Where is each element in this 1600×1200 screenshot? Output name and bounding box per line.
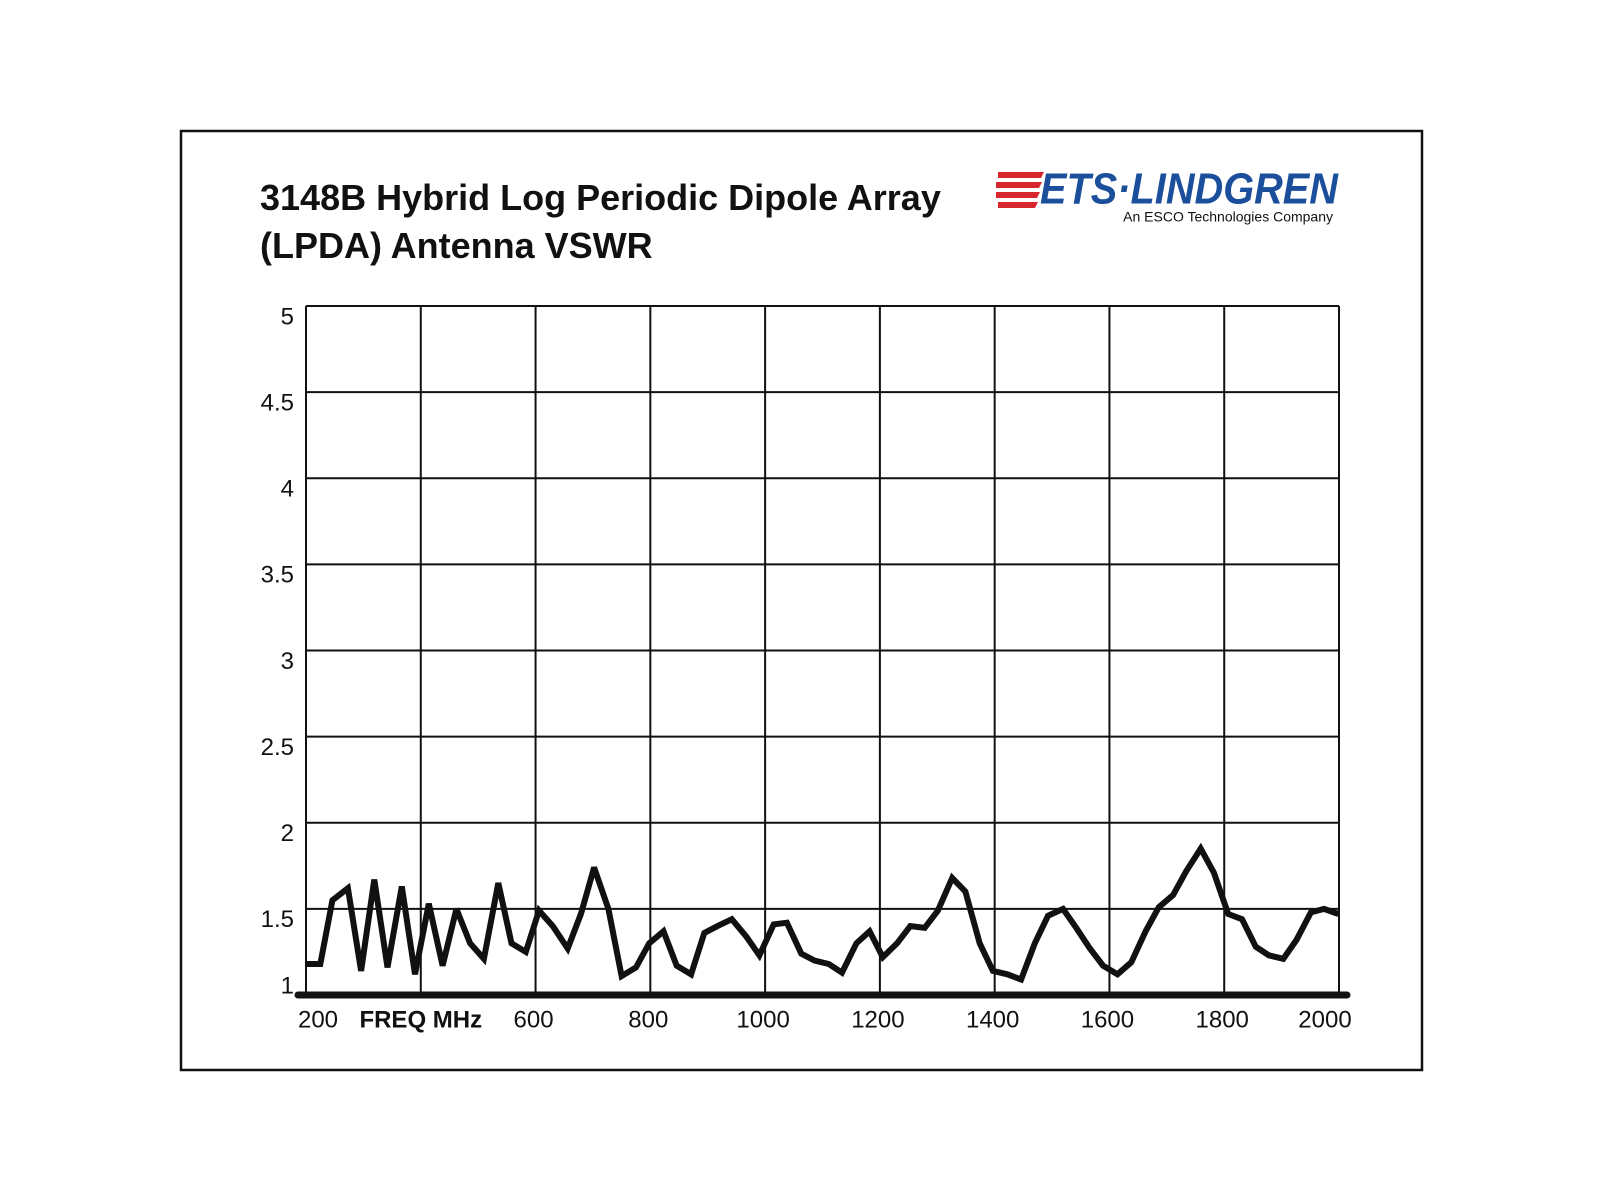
y-tick-label: 4.5 xyxy=(261,389,294,416)
x-tick-label: 1400 xyxy=(966,1006,1019,1033)
x-tick-label: 1800 xyxy=(1196,1006,1249,1033)
vswr-line xyxy=(306,842,1340,984)
y-tick-label: 2.5 xyxy=(261,734,294,761)
y-tick-label: 4 xyxy=(281,476,294,503)
x-tick-label: FREQ MHz xyxy=(359,1006,482,1033)
frame xyxy=(179,129,1424,1072)
logo-name: ETS·LINDGREN xyxy=(1040,165,1339,214)
x-tick-label: 1200 xyxy=(851,1006,904,1033)
x-tick-label: 2000 xyxy=(1298,1006,1351,1033)
y-tick-label: 5 xyxy=(281,303,294,330)
y-tick-label: 3.5 xyxy=(261,562,294,589)
x-tick-label: 1600 xyxy=(1081,1006,1134,1033)
logo-tagline: An ESCO Technologies Company xyxy=(1123,209,1333,225)
chart-title: (LPDA) Antenna VSWR xyxy=(260,225,653,266)
y-tick-label: 2 xyxy=(281,820,294,847)
x-tick-label: 1000 xyxy=(736,1006,789,1033)
x-tick-label: 600 xyxy=(514,1006,554,1033)
x-tick-label: 800 xyxy=(628,1006,668,1033)
x-tick-label: 200 xyxy=(298,1006,338,1033)
y-tick-label: 1.5 xyxy=(261,906,294,933)
logo-mark xyxy=(996,172,1044,208)
y-tick-label: 1 xyxy=(281,972,294,999)
y-tick-label: 3 xyxy=(281,648,294,675)
chart-title: 3148B Hybrid Log Periodic Dipole Array xyxy=(260,177,941,218)
logo: ETS·LINDGREN An ESCO Technologies Compan… xyxy=(996,165,1339,225)
